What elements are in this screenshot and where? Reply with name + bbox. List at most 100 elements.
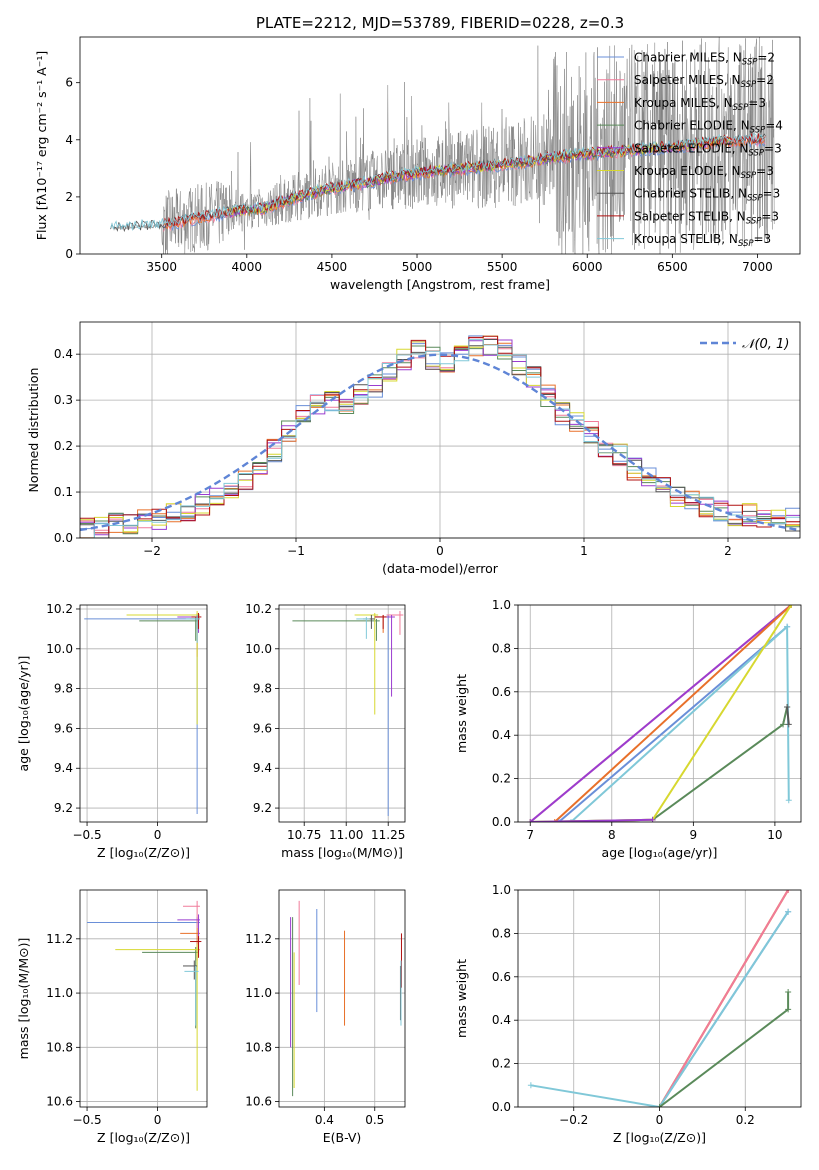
- x-tick-label: −0.5: [72, 1113, 101, 1127]
- legend-label-subscript: SSP: [750, 126, 766, 136]
- y-tick-label: 0.8: [492, 641, 511, 655]
- legend-label: Salpeter STELIB, NSSP=3: [634, 209, 779, 226]
- weight-marker: [785, 1006, 792, 1013]
- y-tick-label: 0.1: [54, 485, 73, 499]
- y-tick-label: 1.0: [492, 883, 511, 897]
- x-tick-label: 0.5: [365, 1113, 384, 1127]
- y-tick-label: 11.2: [245, 932, 272, 946]
- x-tick-label: 0: [154, 1113, 162, 1127]
- y-tick-label: 9.8: [253, 682, 272, 696]
- x-tick-label: −2: [143, 544, 161, 558]
- cumulative-weight-line: [530, 911, 789, 1107]
- legend-label-text: Chabrier ELODIE, N: [634, 119, 750, 133]
- model-spectrum-line: [110, 133, 766, 233]
- legend-label-subscript: SSP: [738, 239, 754, 249]
- y-tick-label: 10.0: [46, 642, 73, 656]
- panel-mass-vs-Z: −0.5 0 10.6 10.8 11.0 11.2 Z [log₁₀(Z/Z⊙)] mass…: [16, 889, 208, 1145]
- axes-frame: [517, 604, 802, 823]
- x-tick-label: 11.25: [371, 828, 405, 842]
- x-tick-label: 0: [154, 828, 162, 842]
- weight-marker: [780, 721, 787, 728]
- figure-title: PLATE=2212, MJD=53789, FIBERID=0228, z=0…: [256, 14, 624, 32]
- weight-marker: [785, 908, 792, 915]
- y-tick-label: 0.2: [492, 1057, 511, 1071]
- panel-cumulative-weight-vs-age: 7 8 9 10 0.0 0.2 0.4 0.6 0.8 1.0 age [log₁₀(age/yr…: [454, 598, 802, 860]
- y-tick-label: 0.4: [54, 347, 73, 361]
- y-tick-label: 10.6: [245, 1095, 272, 1109]
- weight-marker: [785, 988, 792, 995]
- y-tick-label: 0.0: [54, 531, 73, 545]
- plot-area: [290, 900, 402, 1097]
- panels: 3500 4000 4500 5000 5500 6000 6500 70000246wave…: [16, 36, 802, 1145]
- legend-label-text: Salpeter ELODIE, N: [634, 141, 748, 155]
- x-tick-label: −1: [287, 544, 305, 558]
- y-tick-label: 9.2: [253, 801, 272, 815]
- y-tick-label: 6: [65, 76, 73, 90]
- y-tick-label: 11.2: [46, 932, 73, 946]
- legend-label-subscript: SSP: [746, 216, 762, 226]
- panel-age-vs-mass: 10.75 11.00 11.25 9.2 9.4 9.6 9.8 10.0 10.2 mass …: [245, 602, 406, 860]
- panel-residuals: −2 −1 0 1 2 0.0 0.1 0.2 0.3 0.4 (data-model)/error…: [26, 321, 801, 576]
- legend-label-text: Salpeter STELIB, N: [634, 209, 746, 223]
- y-tick-label: 11.0: [245, 986, 272, 1000]
- y-tick-label: 10.6: [46, 1095, 73, 1109]
- panel-age-vs-Z: −0.5 0 9.2 9.4 9.6 9.8 10.0 10.2 Z [log₁₀(Z/Z⊙)]…: [16, 602, 208, 860]
- legend-label: Salpeter ELODIE, NSSP=3: [634, 141, 782, 158]
- y-tick-label: 10.8: [46, 1040, 73, 1054]
- x-axis-label: wavelength [Angstrom, rest frame]: [330, 277, 550, 292]
- weight-marker: [785, 890, 792, 893]
- y-tick-label: 10.8: [245, 1040, 272, 1054]
- x-axis-label: Z [log₁₀(Z/Z⊙)]: [613, 1130, 706, 1145]
- y-tick-label: 0.0: [492, 1100, 511, 1114]
- y-tick-label: 0.0: [492, 815, 511, 829]
- legend-label-value: =3: [764, 141, 782, 155]
- x-tick-label: 2: [724, 544, 732, 558]
- x-tick-label: 9: [690, 828, 698, 842]
- y-tick-label: 0.4: [492, 1013, 511, 1027]
- y-tick-label: 0.6: [492, 685, 511, 699]
- y-tick-label: 0.4: [492, 728, 511, 742]
- x-tick-label: 4000: [232, 260, 263, 274]
- cumulative-weight-line: [558, 625, 788, 822]
- cumulative-weight-line: [529, 605, 792, 822]
- x-axis-label: age [log₁₀(age/yr)]: [602, 845, 718, 860]
- x-tick-label: 7: [526, 828, 534, 842]
- y-axis-label: mass weight: [454, 674, 469, 753]
- x-axis-label: E(B-V): [323, 1130, 362, 1145]
- x-axis-label: mass [log₁₀(M/M⊙)]: [281, 845, 403, 860]
- y-tick-label: 1.0: [492, 598, 511, 612]
- plot-area: [87, 900, 202, 1091]
- x-tick-label: 4500: [317, 260, 348, 274]
- model-spectrum-line: [110, 133, 766, 232]
- weight-marker: [656, 1104, 663, 1107]
- x-tick-label: 1: [580, 544, 588, 558]
- weight-marker: [568, 819, 575, 822]
- x-tick-label: 0.2: [736, 1113, 755, 1127]
- y-tick-label: 0.8: [492, 926, 511, 940]
- x-tick-label: 0.4: [315, 1113, 334, 1127]
- plot-area: [110, 37, 775, 254]
- y-tick-label: 9.8: [54, 682, 73, 696]
- y-tick-label: 9.4: [54, 761, 73, 775]
- y-tick-label: 4: [65, 133, 73, 147]
- y-tick-label: 0.2: [54, 439, 73, 453]
- x-tick-label: 6500: [657, 260, 688, 274]
- histogram-step: [80, 335, 800, 533]
- y-axis-label: age [log₁₀(age/yr)]: [16, 656, 31, 772]
- panel-cumulative-weight-vs-Z: −0.2 0 0.2 0.0 0.2 0.4 0.6 0.8 1.0 Z [log₁₀(Z/Z⊙)…: [454, 883, 802, 1145]
- weight-marker: [785, 797, 792, 804]
- cumulative-weight-line: [530, 706, 789, 822]
- x-axis-label: Z [log₁₀(Z/Z⊙)]: [97, 1130, 190, 1145]
- legend-label: Chabrier ELODIE, NSSP=4: [634, 119, 783, 136]
- plot-area: [84, 610, 202, 815]
- x-tick-label: −0.2: [559, 1113, 588, 1127]
- weight-marker: [784, 623, 791, 630]
- y-axis-label: Flux [fλ10⁻¹⁷ erg cm⁻² s⁻¹ A⁻¹]: [34, 51, 49, 240]
- panel-spectrum: 3500 4000 4500 5000 5500 6000 6500 7000 0 2 4 6 wave…: [34, 36, 801, 292]
- legend-label: Chabrier STELIB, NSSP=3: [634, 187, 780, 204]
- y-tick-label: 0.3: [54, 393, 73, 407]
- legend-label: Kroupa MILES, NSSP=3: [634, 96, 766, 113]
- plot-area: [80, 335, 800, 538]
